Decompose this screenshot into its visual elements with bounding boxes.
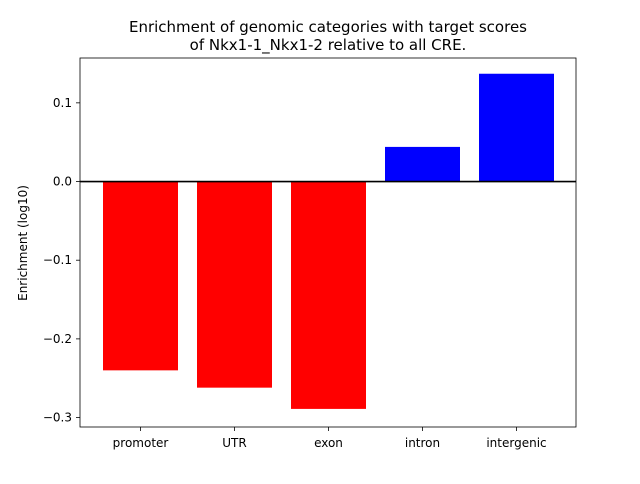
plot-frame: [79, 57, 577, 428]
y-axis-label: Enrichment (log10): [16, 185, 30, 301]
y-tick-label: −0.3: [43, 411, 72, 425]
x-tick-label: exon: [314, 436, 343, 450]
y-tick-label: −0.2: [43, 332, 72, 346]
chart-title-line-1: Enrichment of genomic categories with ta…: [129, 18, 527, 36]
x-tick-label: promoter: [113, 436, 169, 450]
bar-intron: [385, 146, 460, 182]
x-tick-label: intergenic: [486, 436, 546, 450]
bars-group: [103, 73, 554, 409]
chart-title-line-2: of Nkx1-1_Nkx1-2 relative to all CRE.: [190, 36, 467, 55]
bar-utr: [197, 181, 272, 388]
bar-promoter: [103, 181, 178, 371]
x-tick-label: intron: [405, 436, 440, 450]
bar-exon: [291, 181, 366, 409]
y-tick-label: 0.0: [53, 175, 72, 189]
y-tick-label: −0.1: [43, 253, 72, 267]
x-tick-label: UTR: [222, 436, 246, 450]
y-tick-label: 0.1: [53, 96, 72, 110]
bar-intergenic: [479, 73, 554, 182]
axes-group: promoter UTR exon intron intergenic 0.1 0.0 −0.…: [43, 57, 577, 450]
